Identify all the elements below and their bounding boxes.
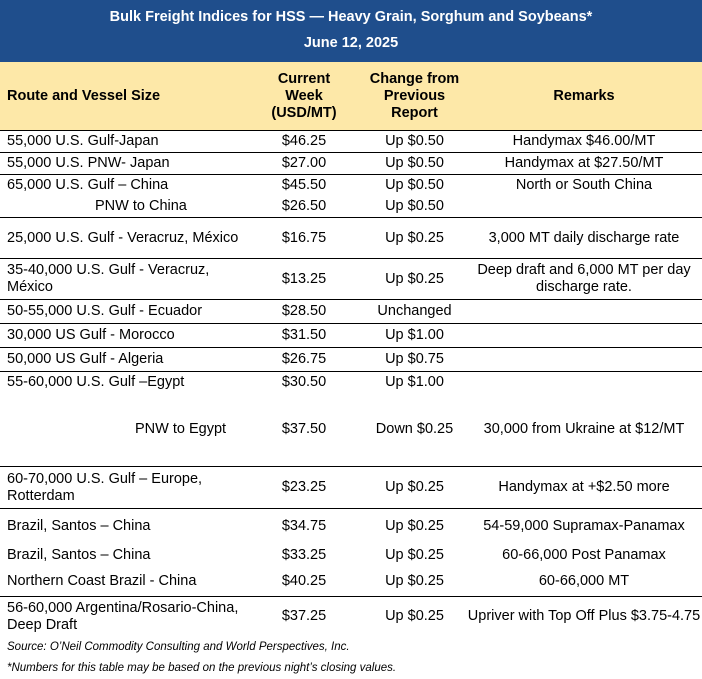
price-cell: $23.25	[245, 466, 363, 509]
change-cell: Up $0.50	[385, 133, 444, 149]
price-cell: $13.25	[245, 258, 363, 300]
header-current-line-2: Week	[285, 87, 323, 104]
change-cell: Up $0.25	[385, 547, 444, 563]
header-current-line-1: Current	[277, 70, 331, 87]
remarks-cell: Upriver with Top Off Plus $3.75-4.75	[466, 596, 702, 637]
price-cell: $37.50	[281, 421, 327, 438]
table-row: Brazil, Santos – China $33.25 Up $0.25 6…	[0, 545, 702, 567]
route-cell: 55-60,000 U.S. Gulf –Egypt	[0, 371, 245, 394]
header-change-line-2: Previous	[383, 87, 446, 104]
remarks-cell: 60-66,000 Post Panamax	[502, 547, 666, 563]
route-cell: 65,000 U.S. Gulf – China	[0, 174, 245, 197]
route-cell: 50,000 US Gulf - Algeria	[0, 347, 245, 372]
route-cell: 50-55,000 U.S. Gulf - Ecuador	[0, 299, 245, 324]
title-band: Bulk Freight Indices for HSS — Heavy Gra…	[0, 0, 702, 62]
change-cell: Up $0.75	[363, 347, 466, 372]
remarks-cell	[466, 323, 702, 348]
route-cell: Brazil, Santos – China	[7, 547, 151, 563]
change-cell: Up $0.50	[385, 198, 444, 215]
header-row: Route and Vessel Size Current Week (USD/…	[0, 62, 702, 131]
change-cell: Down $0.25	[375, 421, 454, 438]
source-note: Source: O’Neil Commodity Consulting and …	[7, 640, 350, 653]
remarks-cell: Deep draft and 6,000 MT per day discharg…	[466, 258, 702, 300]
header-current-week: Current Week (USD/MT)	[245, 62, 363, 131]
header-change-line-3: Report	[391, 104, 438, 121]
route-cell: Northern Coast Brazil - China	[7, 572, 197, 589]
table-row: PNW to China $26.50 Up $0.50	[0, 197, 702, 218]
table-title: Bulk Freight Indices for HSS — Heavy Gra…	[109, 9, 593, 25]
table-row: 65,000 U.S. Gulf – China $45.50 Up $0.50…	[0, 174, 702, 197]
route-cell: 35-40,000 U.S. Gulf - Veracruz, México	[0, 258, 245, 300]
price-cell: $27.00	[245, 152, 363, 175]
remarks-cell	[466, 371, 702, 394]
table-row: 25,000 U.S. Gulf - Veracruz, México $16.…	[0, 217, 702, 259]
footnote: *Numbers for this table may be based on …	[7, 661, 397, 674]
header-remarks: Remarks	[466, 62, 702, 131]
change-cell: Unchanged	[363, 299, 466, 324]
price-cell: $37.25	[245, 596, 363, 637]
remarks-cell: 54-59,000 Supramax-Panamax	[466, 508, 702, 545]
route-cell: PNW to Egypt	[135, 421, 227, 438]
route-cell: 55,000 U.S. PNW- Japan	[0, 152, 245, 175]
price-cell: $31.50	[245, 323, 363, 348]
price-cell: $45.50	[245, 174, 363, 197]
change-cell: Up $0.50	[363, 152, 466, 175]
price-cell: $30.50	[245, 371, 363, 394]
route-cell: PNW to China	[95, 198, 187, 215]
remarks-cell: Handymax $46.00/MT	[512, 133, 656, 149]
table-row: PNW to Egypt $37.50 Down $0.25 30,000 fr…	[0, 394, 702, 467]
remarks-cell: 30,000 from Ukraine at $12/MT	[483, 421, 685, 438]
table-row: 30,000 US Gulf - Morocco $31.50 Up $1.00	[0, 323, 702, 348]
price-cell: $26.75	[245, 347, 363, 372]
remarks-cell	[466, 197, 702, 218]
price-cell: $40.25	[281, 572, 327, 589]
header-change-line-1: Change from	[369, 70, 460, 87]
change-cell: Up $0.25	[363, 508, 466, 545]
change-cell: Up $0.50	[363, 174, 466, 197]
change-cell: Up $1.00	[363, 323, 466, 348]
freight-indices-table: Route and Vessel Size Current Week (USD/…	[0, 62, 702, 637]
table-date: June 12, 2025	[303, 35, 399, 51]
remarks-cell	[466, 299, 702, 324]
price-cell: $26.50	[281, 198, 327, 215]
change-cell: Up $0.25	[363, 466, 466, 509]
route-cell: 56-60,000 Argentina/Rosario-China, Deep …	[0, 596, 245, 637]
route-cell: Brazil, Santos – China	[0, 508, 245, 545]
table-row: 55-60,000 U.S. Gulf –Egypt $30.50 Up $1.…	[0, 371, 702, 394]
remarks-cell: 3,000 MT daily discharge rate	[466, 217, 702, 259]
price-cell: $28.50	[245, 299, 363, 324]
change-cell: Up $0.25	[385, 572, 444, 589]
change-cell: Up $0.25	[363, 596, 466, 637]
table-row: Northern Coast Brazil - China $40.25 Up …	[0, 567, 702, 597]
price-cell: $34.75	[245, 508, 363, 545]
price-cell: $16.75	[245, 217, 363, 259]
route-cell: 30,000 US Gulf - Morocco	[0, 323, 245, 348]
table-row: Brazil, Santos – China $34.75 Up $0.25 5…	[0, 508, 702, 545]
price-cell: $33.25	[281, 547, 327, 563]
header-route: Route and Vessel Size	[0, 62, 245, 131]
table-row: 50,000 US Gulf - Algeria $26.75 Up $0.75	[0, 347, 702, 372]
remarks-cell: 60-66,000 MT	[538, 572, 630, 589]
table-row: 56-60,000 Argentina/Rosario-China, Deep …	[0, 596, 702, 637]
header-current-line-3: (USD/MT)	[271, 104, 337, 121]
route-cell: 25,000 U.S. Gulf - Veracruz, México	[0, 217, 245, 259]
remarks-cell	[466, 347, 702, 372]
change-cell: Up $0.25	[363, 217, 466, 259]
remarks-cell: Handymax at $27.50/MT	[466, 152, 702, 175]
remarks-cell: North or South China	[466, 174, 702, 197]
table-row: 55,000 U.S. Gulf-Japan $46.25 Up $0.50 H…	[0, 131, 702, 153]
change-cell: Up $0.25	[363, 258, 466, 300]
route-cell: 60-70,000 U.S. Gulf – Europe, Rotterdam	[0, 466, 245, 509]
table-row: 50-55,000 U.S. Gulf - Ecuador $28.50 Unc…	[0, 299, 702, 324]
header-change: Change from Previous Report	[363, 62, 466, 131]
route-cell: 55,000 U.S. Gulf-Japan	[7, 133, 159, 149]
table-row: 35-40,000 U.S. Gulf - Veracruz, México $…	[0, 258, 702, 300]
table-row: 60-70,000 U.S. Gulf – Europe, Rotterdam …	[0, 466, 702, 509]
change-cell: Up $1.00	[363, 371, 466, 394]
table-row: 55,000 U.S. PNW- Japan $27.00 Up $0.50 H…	[0, 152, 702, 175]
remarks-cell: Handymax at +$2.50 more	[466, 466, 702, 509]
price-cell: $46.25	[281, 133, 327, 149]
